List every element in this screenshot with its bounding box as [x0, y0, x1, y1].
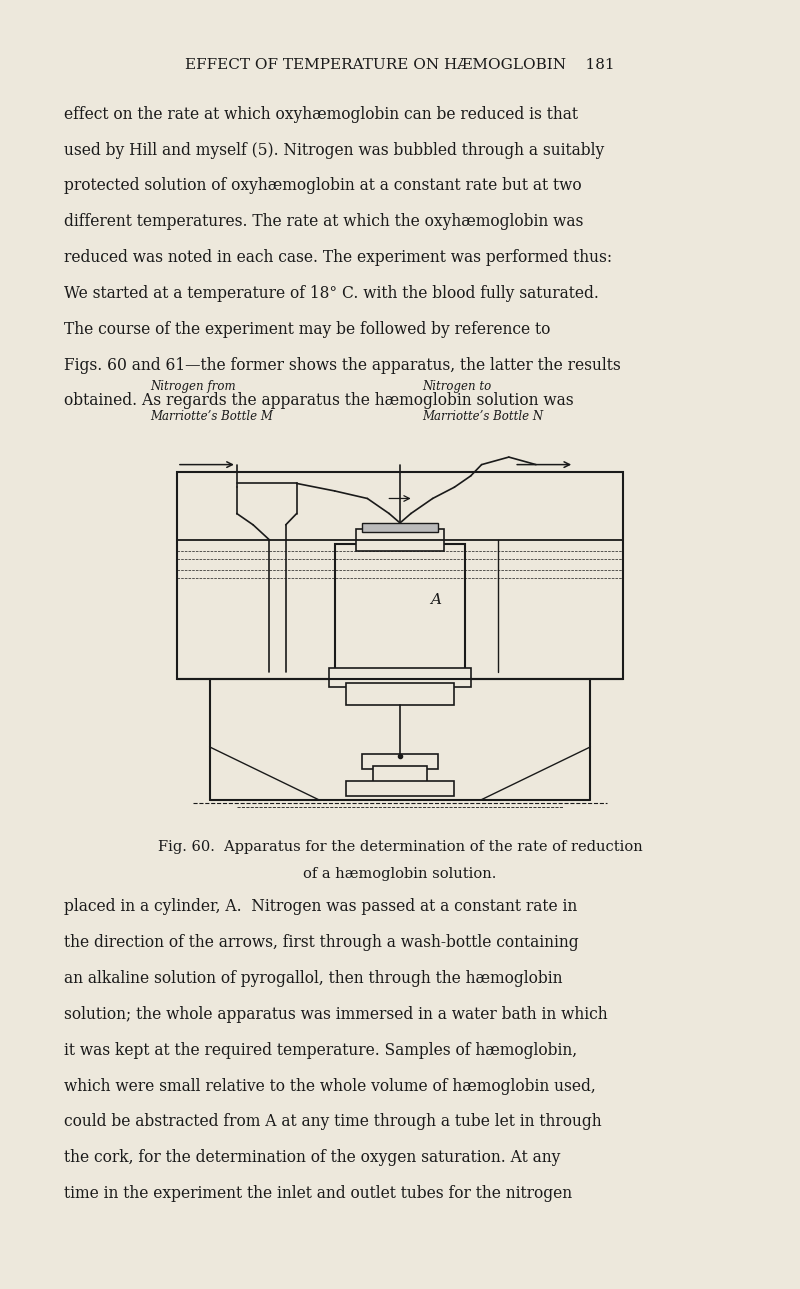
Text: We started at a temperature of 18° C. with the blood fully saturated.: We started at a temperature of 18° C. wi…: [64, 285, 599, 302]
Text: could be abstracted from A at any time through a tube let in through: could be abstracted from A at any time t…: [64, 1114, 602, 1130]
Text: Figs. 60 and 61—the former shows the apparatus, the latter the results: Figs. 60 and 61—the former shows the app…: [64, 357, 621, 374]
Text: Nitrogen to: Nitrogen to: [422, 380, 491, 393]
Text: protected solution of oxyhæmoglobin at a constant rate but at two: protected solution of oxyhæmoglobin at a…: [64, 178, 582, 195]
Text: of a hæmoglobin solution.: of a hæmoglobin solution.: [303, 867, 497, 882]
Bar: [357, 528, 443, 552]
Text: effect on the rate at which oxyhæmoglobin can be reduced is that: effect on the rate at which oxyhæmoglobi…: [64, 106, 578, 122]
Text: The course of the experiment may be followed by reference to: The course of the experiment may be foll…: [64, 321, 550, 338]
Bar: [373, 766, 427, 785]
Text: solution; the whole apparatus was immersed in a water bath in which: solution; the whole apparatus was immers…: [64, 1005, 608, 1023]
Text: the direction of the arrows, first through a wash-bottle containing: the direction of the arrows, first throu…: [64, 935, 578, 951]
Bar: [177, 472, 623, 679]
Text: EFFECT OF TEMPERATURE ON HÆMOGLOBIN    181: EFFECT OF TEMPERATURE ON HÆMOGLOBIN 181: [185, 58, 615, 72]
Text: which were small relative to the whole volume of hæmoglobin used,: which were small relative to the whole v…: [64, 1078, 596, 1094]
Bar: [346, 683, 454, 705]
Text: different temperatures. The rate at which the oxyhæmoglobin was: different temperatures. The rate at whic…: [64, 213, 583, 231]
Text: used by Hill and myself (5). Nitrogen was bubbled through a suitably: used by Hill and myself (5). Nitrogen wa…: [64, 142, 604, 159]
Text: Marriotte’s Bottle M: Marriotte’s Bottle M: [150, 410, 273, 423]
Bar: [362, 754, 438, 770]
Text: Marriotte’s Bottle N: Marriotte’s Bottle N: [422, 410, 543, 423]
Text: placed in a cylinder, A.  Nitrogen was passed at a constant rate in: placed in a cylinder, A. Nitrogen was pa…: [64, 898, 578, 915]
Text: Fig. 60.  Apparatus for the determination of the rate of reduction: Fig. 60. Apparatus for the determination…: [158, 840, 642, 855]
Bar: [330, 668, 470, 687]
Bar: [334, 544, 466, 672]
Text: time in the experiment the inlet and outlet tubes for the nitrogen: time in the experiment the inlet and out…: [64, 1185, 572, 1203]
Text: an alkaline solution of pyrogallol, then through the hæmoglobin: an alkaline solution of pyrogallol, then…: [64, 971, 562, 987]
Bar: [346, 781, 454, 795]
Bar: [362, 523, 438, 532]
Text: it was kept at the required temperature. Samples of hæmoglobin,: it was kept at the required temperature.…: [64, 1042, 577, 1058]
Text: Nitrogen from: Nitrogen from: [150, 380, 235, 393]
Text: the cork, for the determination of the oxygen saturation. At any: the cork, for the determination of the o…: [64, 1150, 560, 1167]
Text: obtained. As regards the apparatus the hæmoglobin solution was: obtained. As regards the apparatus the h…: [64, 392, 574, 410]
Text: A: A: [430, 593, 441, 607]
Text: reduced was noted in each case. The experiment was performed thus:: reduced was noted in each case. The expe…: [64, 249, 612, 266]
